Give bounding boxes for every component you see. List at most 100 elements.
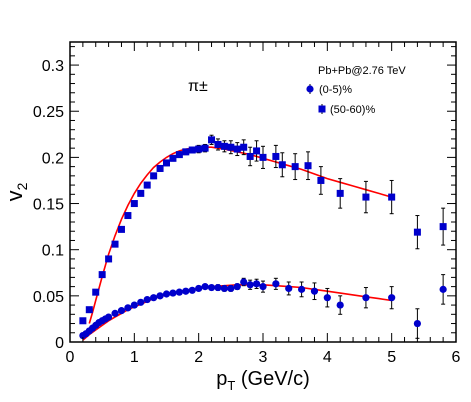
legend-marker-50-60 <box>318 105 326 113</box>
marker-circle-36 <box>310 287 319 295</box>
marker-circle-25 <box>214 283 222 292</box>
collision-system-label: Pb+Pb@2.76 TeV <box>318 65 406 77</box>
marker-square-22 <box>220 142 228 150</box>
y-axis-title-main: v <box>2 190 27 201</box>
fit-curve-0 <box>88 146 392 324</box>
marker-square-29 <box>272 152 280 160</box>
marker-square-25 <box>240 143 248 151</box>
marker-square-16 <box>182 148 190 156</box>
marker-circle-14 <box>143 295 151 304</box>
marker-square-13 <box>163 159 170 167</box>
marker-square-17 <box>188 146 196 154</box>
marker-square-38 <box>439 223 447 231</box>
marker-square-3 <box>98 271 106 279</box>
marker-circle-11 <box>124 304 132 312</box>
x-tick-label-4: 4 <box>323 349 332 366</box>
x-tick-label-2: 2 <box>194 349 203 366</box>
marker-square-4 <box>105 255 113 263</box>
marker-square-37 <box>413 228 421 236</box>
marker-square-15 <box>175 151 183 159</box>
y-tick-label-1: 0.05 <box>33 289 64 306</box>
data-markers <box>79 136 447 340</box>
marker-circle-33 <box>272 280 280 288</box>
x-tick-label-6: 6 <box>452 349 461 366</box>
marker-circle-37 <box>323 294 331 302</box>
marker-square-19 <box>201 144 209 152</box>
marker-square-9 <box>137 189 145 197</box>
marker-circle-28 <box>233 283 241 291</box>
x-axis-title-main: p <box>216 368 227 390</box>
marker-circle-40 <box>388 294 396 302</box>
marker-square-27 <box>253 147 261 155</box>
fit-curves <box>82 146 392 341</box>
marker-circle-31 <box>252 280 261 288</box>
marker-circle-23 <box>201 283 209 291</box>
marker-square-35 <box>362 193 370 201</box>
marker-circle-35 <box>298 285 306 293</box>
marker-circle-24 <box>207 283 216 292</box>
marker-square-0 <box>79 317 87 325</box>
marker-square-31 <box>291 163 299 171</box>
x-axis-title-unit: (GeV/c) <box>235 368 309 390</box>
marker-square-28 <box>259 153 267 161</box>
y-tick-label-3: 0.15 <box>33 197 64 214</box>
fit-curve-1 <box>82 284 392 341</box>
y-tick-label-0: 0 <box>55 335 64 352</box>
x-tick-label-0: 0 <box>66 349 75 366</box>
x-axis-title-sub: T <box>227 378 235 393</box>
y-tick-label-6: 0.3 <box>42 58 64 75</box>
marker-circle-38 <box>336 301 344 309</box>
marker-square-32 <box>304 162 312 170</box>
marker-square-36 <box>388 193 396 201</box>
x-tick-labels: 0 1 2 3 4 5 6 <box>66 349 461 366</box>
marker-circle-32 <box>259 283 267 291</box>
marker-square-6 <box>117 225 125 233</box>
marker-square-10 <box>143 181 151 189</box>
marker-square-2 <box>92 288 100 296</box>
marker-square-30 <box>278 161 286 169</box>
marker-circle-41 <box>413 319 421 328</box>
x-axis-title: pT (GeV/c) <box>216 368 310 393</box>
marker-square-5 <box>111 240 119 248</box>
marker-square-14 <box>169 154 177 162</box>
y-axis-title: v2 <box>2 182 30 201</box>
y-axis-title-sub: 2 <box>14 182 30 190</box>
x-tick-label-5: 5 <box>387 349 396 366</box>
legend-label-50-60: (50-60)% <box>330 104 375 116</box>
marker-square-7 <box>124 212 132 220</box>
marker-square-21 <box>214 140 222 148</box>
legend-label-0-5: (0-5)% <box>319 84 352 96</box>
marker-circle-39 <box>362 294 370 302</box>
marker-square-33 <box>317 176 325 184</box>
marker-circle-34 <box>285 284 293 293</box>
marker-circle-19 <box>175 288 183 296</box>
marker-circle-27 <box>227 284 235 293</box>
x-tick-label-1: 1 <box>130 349 139 366</box>
marker-square-24 <box>233 145 241 153</box>
marker-circle-12 <box>130 301 138 309</box>
marker-circle-10 <box>117 307 126 315</box>
y-tick-label-2: 0.1 <box>42 243 64 260</box>
marker-circle-17 <box>162 290 171 298</box>
marker-square-26 <box>246 152 254 160</box>
marker-square-18 <box>195 145 203 153</box>
marker-circle-30 <box>246 281 254 289</box>
particle-label: π± <box>188 78 208 95</box>
marker-circle-42 <box>439 285 447 293</box>
axis-ticks <box>69 42 457 343</box>
marker-square-11 <box>150 172 158 180</box>
y-tick-label-4: 0.2 <box>42 150 64 167</box>
marker-square-23 <box>227 143 235 151</box>
marker-square-34 <box>336 189 344 197</box>
marker-circle-15 <box>150 294 158 302</box>
marker-circle-18 <box>169 289 177 297</box>
marker-square-12 <box>156 164 164 172</box>
marker-square-8 <box>130 200 138 208</box>
marker-circle-13 <box>137 298 145 306</box>
legend: (0-5)% (50-60)% <box>306 84 375 116</box>
plot-frame <box>69 41 457 343</box>
marker-square-1 <box>85 306 93 314</box>
marker-circle-22 <box>195 284 203 293</box>
y-tick-label-5: 0.25 <box>33 104 64 121</box>
